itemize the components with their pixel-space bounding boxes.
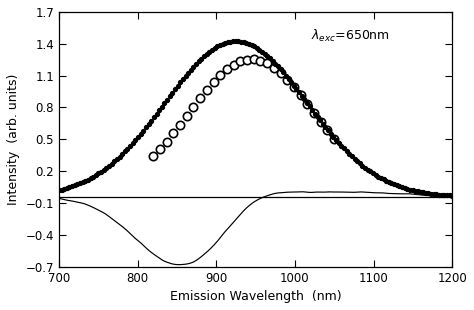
Y-axis label: Intensity  (arb. units): Intensity (arb. units) xyxy=(7,73,20,205)
X-axis label: Emission Wavelength  (nm): Emission Wavelength (nm) xyxy=(170,290,341,303)
Text: $\lambda_{exc}$=650nm: $\lambda_{exc}$=650nm xyxy=(310,28,390,44)
